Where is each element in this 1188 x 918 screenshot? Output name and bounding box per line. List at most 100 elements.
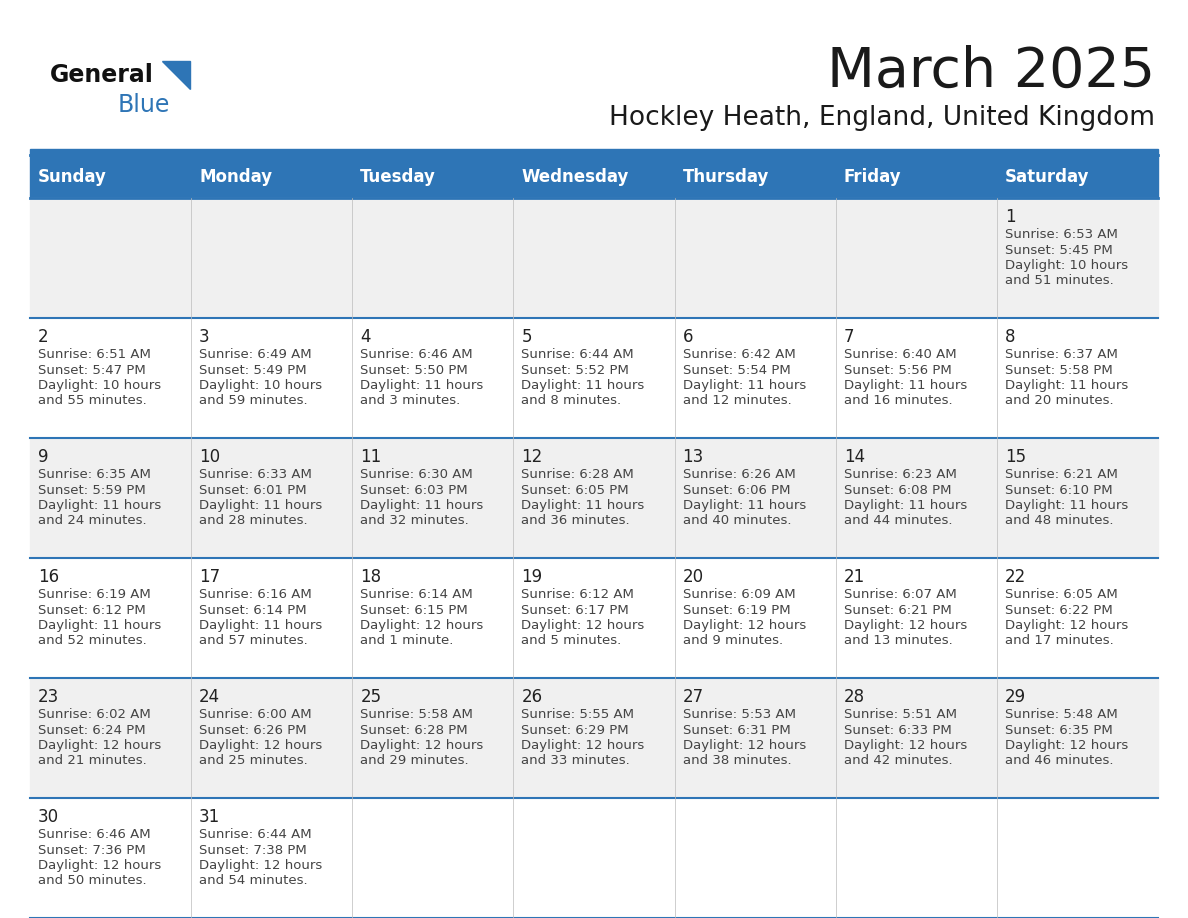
Text: 6: 6 — [683, 328, 693, 346]
Text: and 5 minutes.: and 5 minutes. — [522, 634, 621, 647]
Text: Sunset: 5:54 PM: Sunset: 5:54 PM — [683, 364, 790, 376]
Text: Sunrise: 6:46 AM: Sunrise: 6:46 AM — [360, 348, 473, 361]
Text: Daylight: 12 hours: Daylight: 12 hours — [683, 619, 805, 632]
Text: Sunset: 6:31 PM: Sunset: 6:31 PM — [683, 723, 790, 736]
Text: 15: 15 — [1005, 448, 1026, 466]
Text: and 59 minutes.: and 59 minutes. — [200, 395, 308, 408]
Text: and 25 minutes.: and 25 minutes. — [200, 755, 308, 767]
Text: Daylight: 12 hours: Daylight: 12 hours — [1005, 739, 1129, 752]
Text: Sunset: 6:21 PM: Sunset: 6:21 PM — [843, 603, 952, 617]
Text: Wednesday: Wednesday — [522, 167, 628, 185]
Text: Sunset: 5:50 PM: Sunset: 5:50 PM — [360, 364, 468, 376]
Text: 25: 25 — [360, 688, 381, 706]
Text: Sunset: 5:58 PM: Sunset: 5:58 PM — [1005, 364, 1113, 376]
Text: Sunset: 6:19 PM: Sunset: 6:19 PM — [683, 603, 790, 617]
Text: Sunrise: 5:55 AM: Sunrise: 5:55 AM — [522, 708, 634, 721]
Text: Sunrise: 6:09 AM: Sunrise: 6:09 AM — [683, 588, 795, 601]
Text: 7: 7 — [843, 328, 854, 346]
Text: 27: 27 — [683, 688, 703, 706]
Text: Daylight: 12 hours: Daylight: 12 hours — [843, 619, 967, 632]
Text: and 21 minutes.: and 21 minutes. — [38, 755, 147, 767]
Text: Sunrise: 5:48 AM: Sunrise: 5:48 AM — [1005, 708, 1118, 721]
Text: Daylight: 12 hours: Daylight: 12 hours — [200, 739, 322, 752]
Text: Sunrise: 6:37 AM: Sunrise: 6:37 AM — [1005, 348, 1118, 361]
Text: and 52 minutes.: and 52 minutes. — [38, 634, 147, 647]
Text: Sunset: 6:10 PM: Sunset: 6:10 PM — [1005, 484, 1112, 497]
Text: Sunrise: 6:40 AM: Sunrise: 6:40 AM — [843, 348, 956, 361]
Text: and 9 minutes.: and 9 minutes. — [683, 634, 783, 647]
Text: 1: 1 — [1005, 208, 1016, 226]
Text: Sunset: 7:38 PM: Sunset: 7:38 PM — [200, 844, 307, 856]
Text: Sunset: 6:15 PM: Sunset: 6:15 PM — [360, 603, 468, 617]
Text: 9: 9 — [38, 448, 49, 466]
Text: Sunrise: 6:46 AM: Sunrise: 6:46 AM — [38, 828, 151, 841]
Text: Thursday: Thursday — [683, 167, 769, 185]
Text: Sunrise: 6:26 AM: Sunrise: 6:26 AM — [683, 468, 795, 481]
Text: Daylight: 10 hours: Daylight: 10 hours — [1005, 259, 1127, 272]
Text: Sunrise: 6:53 AM: Sunrise: 6:53 AM — [1005, 228, 1118, 241]
Text: 4: 4 — [360, 328, 371, 346]
Text: and 17 minutes.: and 17 minutes. — [1005, 634, 1113, 647]
Text: Sunset: 6:12 PM: Sunset: 6:12 PM — [38, 603, 146, 617]
Text: Sunset: 6:06 PM: Sunset: 6:06 PM — [683, 484, 790, 497]
Text: Sunset: 6:28 PM: Sunset: 6:28 PM — [360, 723, 468, 736]
Text: March 2025: March 2025 — [827, 45, 1155, 99]
Text: Sunrise: 6:44 AM: Sunrise: 6:44 AM — [200, 828, 311, 841]
Text: Daylight: 11 hours: Daylight: 11 hours — [843, 379, 967, 392]
Text: and 55 minutes.: and 55 minutes. — [38, 395, 147, 408]
Text: Blue: Blue — [118, 93, 170, 117]
Text: 16: 16 — [38, 568, 59, 586]
Text: 12: 12 — [522, 448, 543, 466]
Text: 23: 23 — [38, 688, 59, 706]
Text: Sunrise: 6:12 AM: Sunrise: 6:12 AM — [522, 588, 634, 601]
Text: Sunset: 6:14 PM: Sunset: 6:14 PM — [200, 603, 307, 617]
Text: and 54 minutes.: and 54 minutes. — [200, 875, 308, 888]
Text: 31: 31 — [200, 808, 221, 826]
Text: Sunset: 5:47 PM: Sunset: 5:47 PM — [38, 364, 146, 376]
Text: Daylight: 11 hours: Daylight: 11 hours — [38, 619, 162, 632]
Text: Sunrise: 5:53 AM: Sunrise: 5:53 AM — [683, 708, 796, 721]
Text: General: General — [50, 63, 154, 87]
Text: Sunrise: 5:51 AM: Sunrise: 5:51 AM — [843, 708, 956, 721]
Text: 2: 2 — [38, 328, 49, 346]
Text: and 33 minutes.: and 33 minutes. — [522, 755, 630, 767]
Text: Monday: Monday — [200, 167, 272, 185]
Text: Sunset: 6:05 PM: Sunset: 6:05 PM — [522, 484, 630, 497]
Text: 24: 24 — [200, 688, 220, 706]
Text: Sunset: 6:03 PM: Sunset: 6:03 PM — [360, 484, 468, 497]
Text: 21: 21 — [843, 568, 865, 586]
Text: Daylight: 12 hours: Daylight: 12 hours — [200, 859, 322, 872]
Text: Sunset: 7:36 PM: Sunset: 7:36 PM — [38, 844, 146, 856]
Text: Friday: Friday — [843, 167, 902, 185]
Text: 20: 20 — [683, 568, 703, 586]
Text: 29: 29 — [1005, 688, 1026, 706]
Text: and 29 minutes.: and 29 minutes. — [360, 755, 469, 767]
Text: Sunset: 5:45 PM: Sunset: 5:45 PM — [1005, 243, 1113, 256]
Text: Sunset: 6:17 PM: Sunset: 6:17 PM — [522, 603, 630, 617]
Text: Sunrise: 5:58 AM: Sunrise: 5:58 AM — [360, 708, 473, 721]
Text: 10: 10 — [200, 448, 220, 466]
Text: Saturday: Saturday — [1005, 167, 1089, 185]
Text: and 12 minutes.: and 12 minutes. — [683, 395, 791, 408]
Text: Sunrise: 6:28 AM: Sunrise: 6:28 AM — [522, 468, 634, 481]
Text: and 24 minutes.: and 24 minutes. — [38, 514, 146, 528]
Text: Sunset: 6:29 PM: Sunset: 6:29 PM — [522, 723, 630, 736]
Text: and 48 minutes.: and 48 minutes. — [1005, 514, 1113, 528]
Text: Sunrise: 6:33 AM: Sunrise: 6:33 AM — [200, 468, 312, 481]
Text: 17: 17 — [200, 568, 220, 586]
Text: Sunrise: 6:44 AM: Sunrise: 6:44 AM — [522, 348, 634, 361]
Text: and 13 minutes.: and 13 minutes. — [843, 634, 953, 647]
Text: Sunrise: 6:02 AM: Sunrise: 6:02 AM — [38, 708, 151, 721]
Text: Sunrise: 6:51 AM: Sunrise: 6:51 AM — [38, 348, 151, 361]
Text: Daylight: 10 hours: Daylight: 10 hours — [38, 379, 162, 392]
Text: Daylight: 12 hours: Daylight: 12 hours — [843, 739, 967, 752]
Text: 8: 8 — [1005, 328, 1016, 346]
Text: 5: 5 — [522, 328, 532, 346]
Text: Sunrise: 6:00 AM: Sunrise: 6:00 AM — [200, 708, 311, 721]
Text: and 57 minutes.: and 57 minutes. — [200, 634, 308, 647]
Text: Sunrise: 6:23 AM: Sunrise: 6:23 AM — [843, 468, 956, 481]
Text: and 51 minutes.: and 51 minutes. — [1005, 274, 1113, 287]
Text: Sunset: 6:26 PM: Sunset: 6:26 PM — [200, 723, 307, 736]
Text: and 8 minutes.: and 8 minutes. — [522, 395, 621, 408]
Text: and 28 minutes.: and 28 minutes. — [200, 514, 308, 528]
